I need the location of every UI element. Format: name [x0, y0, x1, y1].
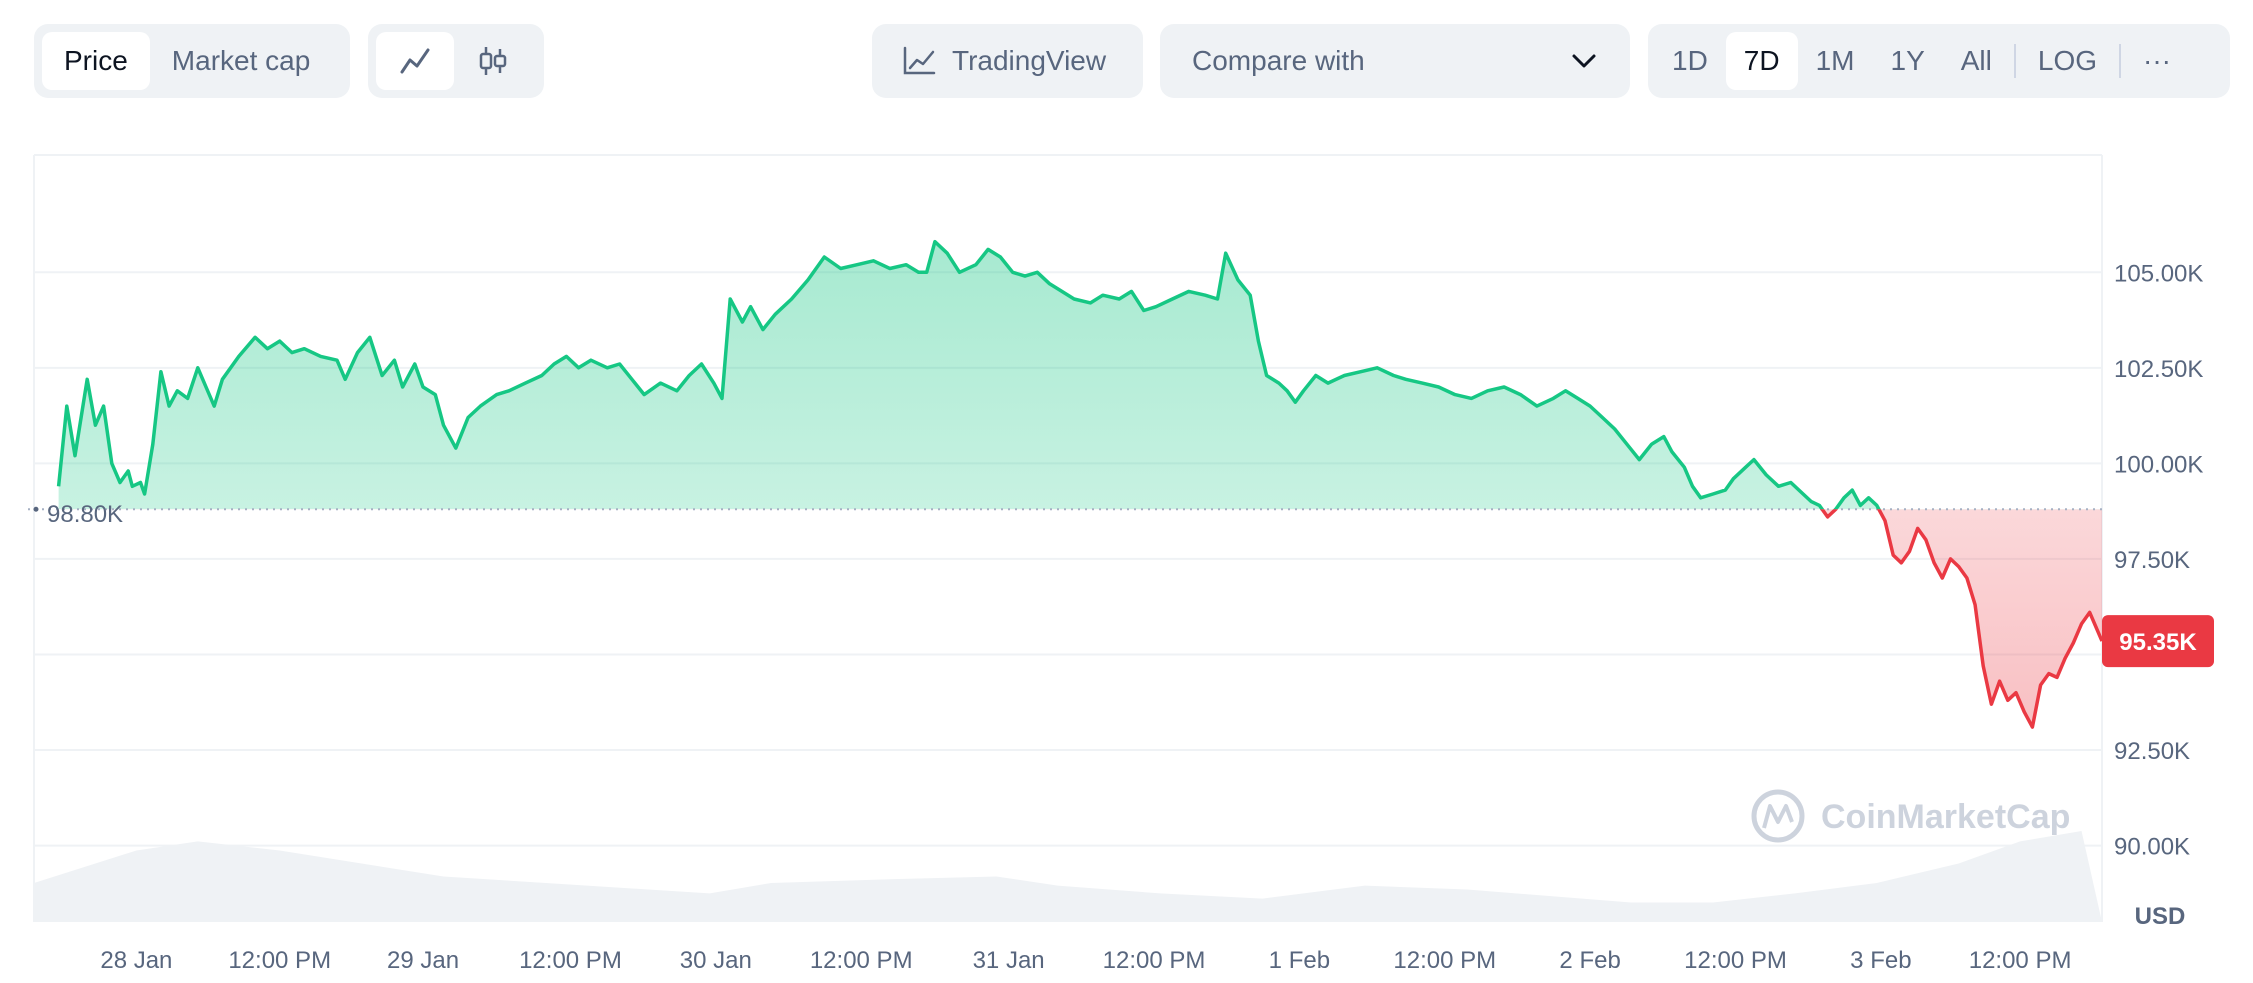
- x-tick-label: 12:00 PM: [1969, 947, 2072, 974]
- range-1d[interactable]: 1D: [1672, 45, 1708, 76]
- log-scale-toggle[interactable]: LOG: [2037, 45, 2098, 76]
- price-area-down: [58, 509, 2102, 728]
- volume-area: [34, 831, 2102, 922]
- current-price-badge: 95.35K: [2102, 615, 2214, 668]
- y-tick-label: 105.00K: [2114, 260, 2203, 287]
- price-area-up: [58, 241, 1879, 510]
- chevron-down-icon: [1572, 54, 1596, 68]
- candlestick-button[interactable]: [454, 32, 532, 90]
- line-chart-button[interactable]: [376, 32, 454, 90]
- x-tick-label: 12:00 PM: [1103, 947, 1206, 974]
- x-tick-label: 3 Feb: [1850, 947, 1911, 974]
- range-1y[interactable]: 1Y: [1890, 45, 1925, 76]
- x-tick-label: 12:00 PM: [519, 947, 622, 974]
- more-options-button[interactable]: ···: [2143, 45, 2171, 76]
- y-tick-label: 90.00K: [2114, 834, 2190, 861]
- price-line-up: [56, 239, 1881, 510]
- y-axis: 105.00K 102.50K 100.00K 97.50K 92.50K 90.00K: [2114, 260, 2203, 860]
- range-divider: [2013, 44, 2016, 78]
- x-tick-label: 12:00 PM: [810, 947, 913, 974]
- x-tick-label: 29 Jan: [387, 947, 459, 974]
- area-down-fill: [58, 509, 2102, 728]
- x-tick-label: 12:00 PM: [1393, 947, 1496, 974]
- y-tick-label: 100.00K: [2114, 451, 2203, 478]
- watermark-text: CoinMarketCap: [1821, 798, 2070, 836]
- price-series-line: [56, 239, 1881, 510]
- x-axis: 28 Jan 12:00 PM 29 Jan 12:00 PM 30 Jan 12:00 …: [100, 947, 2071, 974]
- range-7d[interactable]: 7D: [1725, 32, 1798, 90]
- x-tick-label: 28 Jan: [100, 947, 172, 974]
- tab-market-cap[interactable]: Market cap: [171, 45, 311, 76]
- metric-toggle: Price Market cap: [34, 24, 350, 98]
- y-tick-label: 92.50K: [2114, 738, 2190, 765]
- tradingview-label: TradingView: [952, 45, 1107, 76]
- x-tick-label: 30 Jan: [680, 947, 752, 974]
- reference-price-label: 98.80K: [47, 501, 123, 528]
- reference-dot: [33, 506, 39, 512]
- compare-dropdown[interactable]: Compare with: [1160, 24, 1630, 98]
- range-divider: [2119, 44, 2122, 78]
- price-chart[interactable]: 105.00K 102.50K 100.00K 97.50K 92.50K 90.00K …: [0, 150, 2253, 978]
- watermark: CoinMarketCap: [1751, 789, 2070, 843]
- coinmarketcap-logo-icon: [1762, 804, 1794, 829]
- current-price-label: 95.35K: [2119, 629, 2197, 656]
- compare-label: Compare with: [1192, 45, 1365, 76]
- chart-toolbar: Price Market cap TradingView Compare wit…: [0, 24, 2253, 98]
- y-tick-label: 102.50K: [2114, 356, 2203, 383]
- x-tick-label: 12:00 PM: [228, 947, 331, 974]
- line-chart-icon: [400, 48, 430, 74]
- x-tick-label: 1 Feb: [1269, 947, 1330, 974]
- chart-style-toggle: [368, 24, 544, 98]
- y-tick-label: 97.50K: [2114, 547, 2190, 574]
- range-1m[interactable]: 1M: [1815, 45, 1855, 76]
- grid-lines: [33, 154, 2103, 922]
- price-chart-svg[interactable]: 105.00K102.50K100.00K97.50K92.50K90.00K …: [0, 150, 2253, 978]
- x-tick-label: 12:00 PM: [1684, 947, 1787, 974]
- x-tick-label: 31 Jan: [973, 947, 1045, 974]
- range-selector: 1D 7D 1M 1Y All LOG ···: [1648, 24, 2230, 98]
- candlestick-icon: [479, 47, 507, 75]
- tab-price[interactable]: Price: [42, 32, 150, 90]
- x-tick-label: 2 Feb: [1559, 947, 1620, 974]
- area-up-fill: [58, 241, 1879, 510]
- trend-chart-icon: [903, 46, 936, 75]
- range-all[interactable]: All: [1960, 45, 1992, 76]
- currency-label: USD: [2135, 903, 2186, 930]
- tradingview-button[interactable]: TradingView: [872, 24, 1143, 98]
